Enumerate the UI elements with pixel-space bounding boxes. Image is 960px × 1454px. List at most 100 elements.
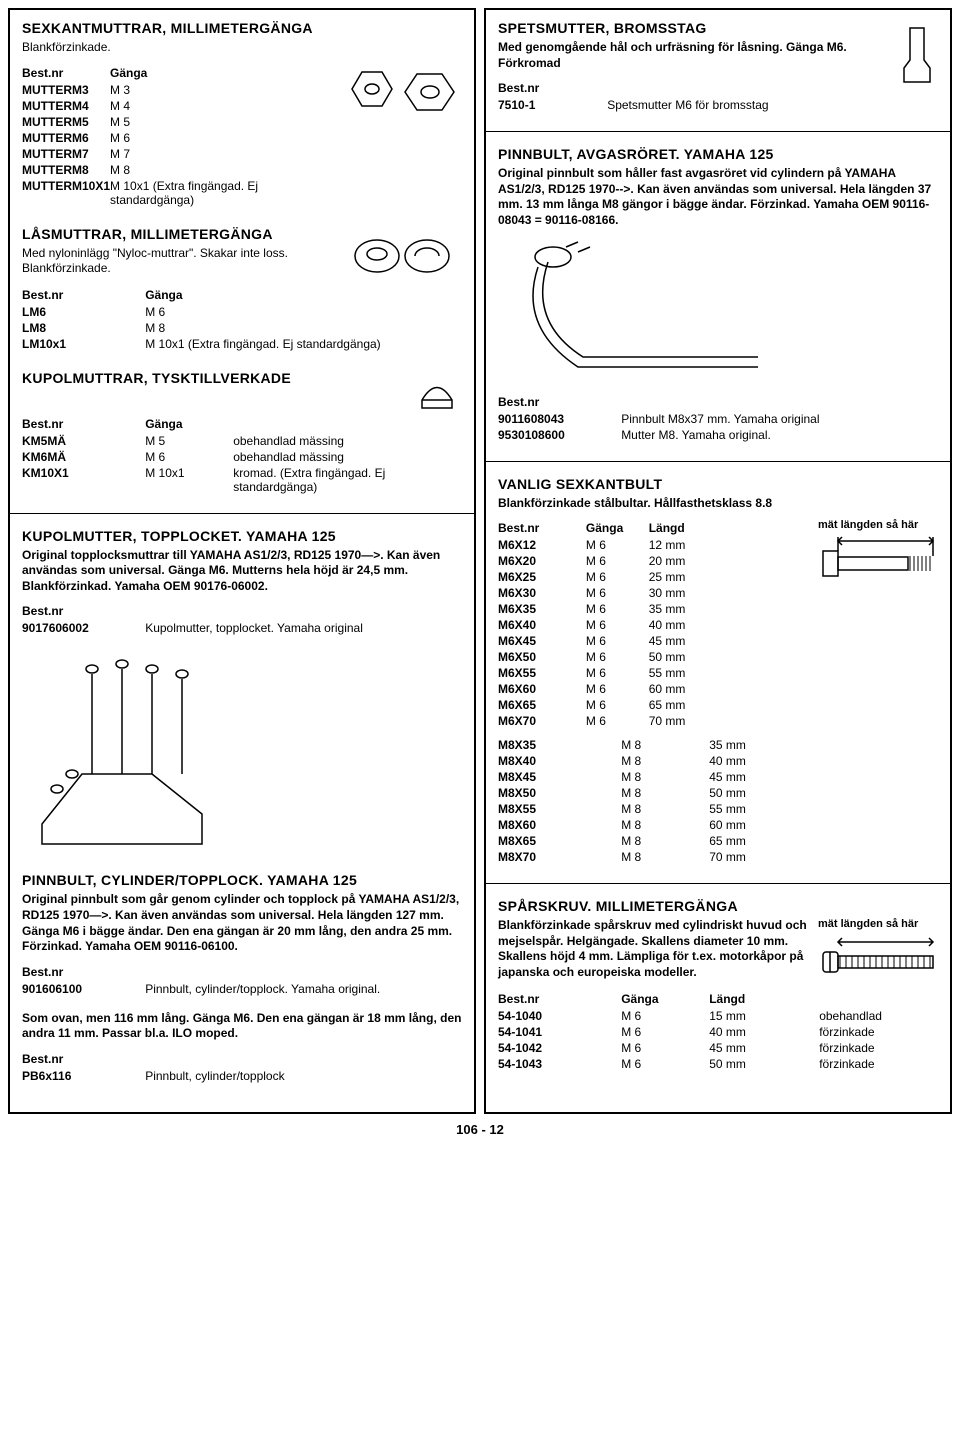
divider bbox=[486, 883, 950, 884]
section-kupolmuttrar: KUPOLMUTTRAR, TYSKTILLVERKADE Best.nr Gä… bbox=[22, 370, 462, 495]
divider bbox=[486, 461, 950, 462]
table-row: MUTTERM4M 4 bbox=[22, 98, 324, 114]
divider bbox=[486, 131, 950, 132]
table-row: M6X20M 620 mm bbox=[498, 553, 812, 569]
title: KUPOLMUTTRAR, TYSKTILLVERKADE bbox=[22, 370, 404, 386]
col-header: Längd bbox=[649, 519, 812, 537]
section-pinnbult-avg: PINNBULT, AVGASRÖRET. YAMAHA 125 Origina… bbox=[498, 146, 938, 442]
col-header: Best.nr bbox=[498, 990, 621, 1008]
table-row: M6X60M 660 mm bbox=[498, 681, 812, 697]
table-sparskruv: Best.nr Gänga Längd 54-1040M 615 mmobeha… bbox=[498, 990, 938, 1072]
col-header: Best.nr bbox=[22, 64, 110, 82]
section-kupolmutter-topp: KUPOLMUTTER, TOPPLOCKET. YAMAHA 125 Orig… bbox=[22, 528, 462, 855]
subtitle: Blankförzinkade. bbox=[22, 40, 462, 56]
section-spetsmutter: SPETSMUTTER, BROMSSTAG Med genomgående h… bbox=[498, 20, 938, 113]
page-number: 106 - 12 bbox=[8, 1122, 952, 1137]
table-row: MUTTERM3M 3 bbox=[22, 82, 324, 98]
title: SEXKANTMUTTRAR, MILLIMETERGÄNGA bbox=[22, 20, 462, 36]
screw-measure-icon bbox=[818, 930, 938, 990]
table-pinnbult-cyl: Best.nr 901606100Pinnbult, cylinder/topp… bbox=[22, 963, 462, 997]
table-row: M8X35M 835 mm bbox=[498, 737, 938, 753]
table-sexkantbult-m6: Best.nr Gänga Längd M6X12M 612 mm M6X20M… bbox=[498, 519, 812, 729]
table-row: KM10X1M 10x1kromad. (Extra fingängad. Ej… bbox=[22, 465, 462, 495]
table-row: MUTTERM10X1M 10x1 (Extra fingängad. Ej s… bbox=[22, 178, 324, 208]
col-header: Best.nr bbox=[22, 415, 145, 433]
table-row: M6X35M 635 mm bbox=[498, 601, 812, 617]
table-row: 9011608043Pinnbult M8x37 mm. Yamaha orig… bbox=[498, 411, 938, 427]
table-pinnbult-cyl-2: Best.nr PB6x116Pinnbult, cylinder/topplo… bbox=[22, 1050, 462, 1084]
locknut-icon bbox=[342, 226, 462, 286]
table-row: LM10x1M 10x1 (Extra fingängad. Ej standa… bbox=[22, 336, 462, 352]
col-header: Best.nr bbox=[22, 602, 145, 620]
subtitle: Blankförzinkade stålbultar. Hållfasthets… bbox=[498, 496, 772, 510]
table-row: M6X40M 640 mm bbox=[498, 617, 812, 633]
col-header: Best.nr bbox=[22, 963, 145, 981]
subtitle: Original pinnbult som går genom cylinder… bbox=[22, 892, 459, 953]
table-row: M6X12M 612 mm bbox=[498, 537, 812, 553]
col-header: Best.nr bbox=[498, 393, 621, 411]
col-header: Best.nr bbox=[22, 1050, 145, 1068]
title: PINNBULT, CYLINDER/TOPPLOCK. YAMAHA 125 bbox=[22, 872, 462, 888]
table-sexkantbult-m8: M8X35M 835 mm M8X40M 840 mm M8X45M 845 m… bbox=[498, 737, 938, 865]
table-row: 7510-1Spetsmutter M6 för bromsstag bbox=[498, 97, 888, 113]
table-row: 901606100Pinnbult, cylinder/topplock. Ya… bbox=[22, 981, 462, 997]
col-header: Gänga bbox=[145, 286, 462, 304]
measure-note: mät längden så här bbox=[818, 519, 938, 531]
table-pinnbult-avg: Best.nr 9011608043Pinnbult M8x37 mm. Yam… bbox=[498, 393, 938, 443]
left-column: SEXKANTMUTTRAR, MILLIMETERGÄNGA Blankför… bbox=[8, 8, 476, 1114]
title: VANLIG SEXKANTBULT bbox=[498, 476, 938, 492]
section-pinnbult-cyl: PINNBULT, CYLINDER/TOPPLOCK. YAMAHA 125 … bbox=[22, 872, 462, 1084]
title: PINNBULT, AVGASRÖRET. YAMAHA 125 bbox=[498, 146, 938, 162]
table-row: M6X30M 630 mm bbox=[498, 585, 812, 601]
col-header: Längd bbox=[709, 990, 819, 1008]
table-kupolmuttrar: Best.nr Gänga KM5MÄM 5obehandlad mässing… bbox=[22, 415, 462, 495]
col-header: Best.nr bbox=[22, 286, 145, 304]
table-row: M6X25M 625 mm bbox=[498, 569, 812, 585]
title: SPÅRSKRUV. MILLIMETERGÄNGA bbox=[498, 898, 938, 914]
subtitle: Med nyloninlägg "Nyloc-muttrar". Skakar … bbox=[22, 246, 334, 277]
section-sparskruv: SPÅRSKRUV. MILLIMETERGÄNGA Blankförzinka… bbox=[498, 898, 938, 1072]
table-row: M8X65M 865 mm bbox=[498, 833, 938, 849]
col-header: Best.nr bbox=[498, 519, 586, 537]
table-lasmuttrar: Best.nr Gänga LM6M 6 LM8M 8 LM10x1M 10x1… bbox=[22, 286, 462, 352]
table-row: M8X55M 855 mm bbox=[498, 801, 938, 817]
table-row: 9017606002Kupolmutter, topplocket. Yamah… bbox=[22, 620, 462, 636]
table-spetsmutter: Best.nr 7510-1Spetsmutter M6 för bromsst… bbox=[498, 79, 888, 113]
exhaust-pipe-icon bbox=[498, 237, 778, 387]
right-column: SPETSMUTTER, BROMSSTAG Med genomgående h… bbox=[484, 8, 952, 1114]
table-row: M8X40M 840 mm bbox=[498, 753, 938, 769]
col-header: Best.nr bbox=[498, 79, 607, 97]
hexnut-icon bbox=[332, 64, 462, 126]
subtitle: Med genomgående hål och urfräsning för l… bbox=[498, 40, 847, 70]
table-row: M8X60M 860 mm bbox=[498, 817, 938, 833]
subtitle: Blankförzinkade spårskruv med cylindrisk… bbox=[498, 918, 807, 979]
section-sexkantbult: VANLIG SEXKANTBULT Blankförzinkade stålb… bbox=[498, 476, 938, 866]
table-row: M8X50M 850 mm bbox=[498, 785, 938, 801]
title: KUPOLMUTTER, TOPPLOCKET. YAMAHA 125 bbox=[22, 528, 462, 544]
pointnut-icon bbox=[896, 20, 938, 90]
table-row: LM6M 6 bbox=[22, 304, 462, 320]
divider bbox=[10, 513, 474, 514]
bolt-measure-icon bbox=[818, 531, 938, 591]
table-row: M6X65M 665 mm bbox=[498, 697, 812, 713]
subtitle: Original pinnbult som håller fast avgasr… bbox=[498, 166, 931, 227]
subtitle: Original topplocksmuttrar till YAMAHA AS… bbox=[22, 548, 440, 593]
page-container: SEXKANTMUTTRAR, MILLIMETERGÄNGA Blankför… bbox=[8, 8, 952, 1114]
domenut-icon bbox=[412, 370, 462, 415]
table-row: M8X70M 870 mm bbox=[498, 849, 938, 865]
table-row: KM5MÄM 5obehandlad mässing bbox=[22, 433, 462, 449]
table-row: MUTTERM6M 6 bbox=[22, 130, 324, 146]
table-row: 54-1043M 650 mmförzinkade bbox=[498, 1056, 938, 1072]
col-header: Gänga bbox=[621, 990, 709, 1008]
col-header: Gänga bbox=[110, 64, 324, 82]
title: LÅSMUTTRAR, MILLIMETERGÄNGA bbox=[22, 226, 334, 242]
table-row: M6X55M 655 mm bbox=[498, 665, 812, 681]
section-lasmuttrar: LÅSMUTTRAR, MILLIMETERGÄNGA Med nyloninl… bbox=[22, 226, 462, 352]
table-kupolmutter-topp: Best.nr 9017606002Kupolmutter, topplocke… bbox=[22, 602, 462, 636]
table-row: 54-1041M 640 mmförzinkade bbox=[498, 1024, 938, 1040]
table-row: M6X70M 670 mm bbox=[498, 713, 812, 729]
table-row: MUTTERM8M 8 bbox=[22, 162, 324, 178]
measure-note: mät längden så här bbox=[818, 918, 938, 930]
section-sexkantmuttrar: SEXKANTMUTTRAR, MILLIMETERGÄNGA Blankför… bbox=[22, 20, 462, 208]
title: SPETSMUTTER, BROMSSTAG bbox=[498, 20, 888, 36]
